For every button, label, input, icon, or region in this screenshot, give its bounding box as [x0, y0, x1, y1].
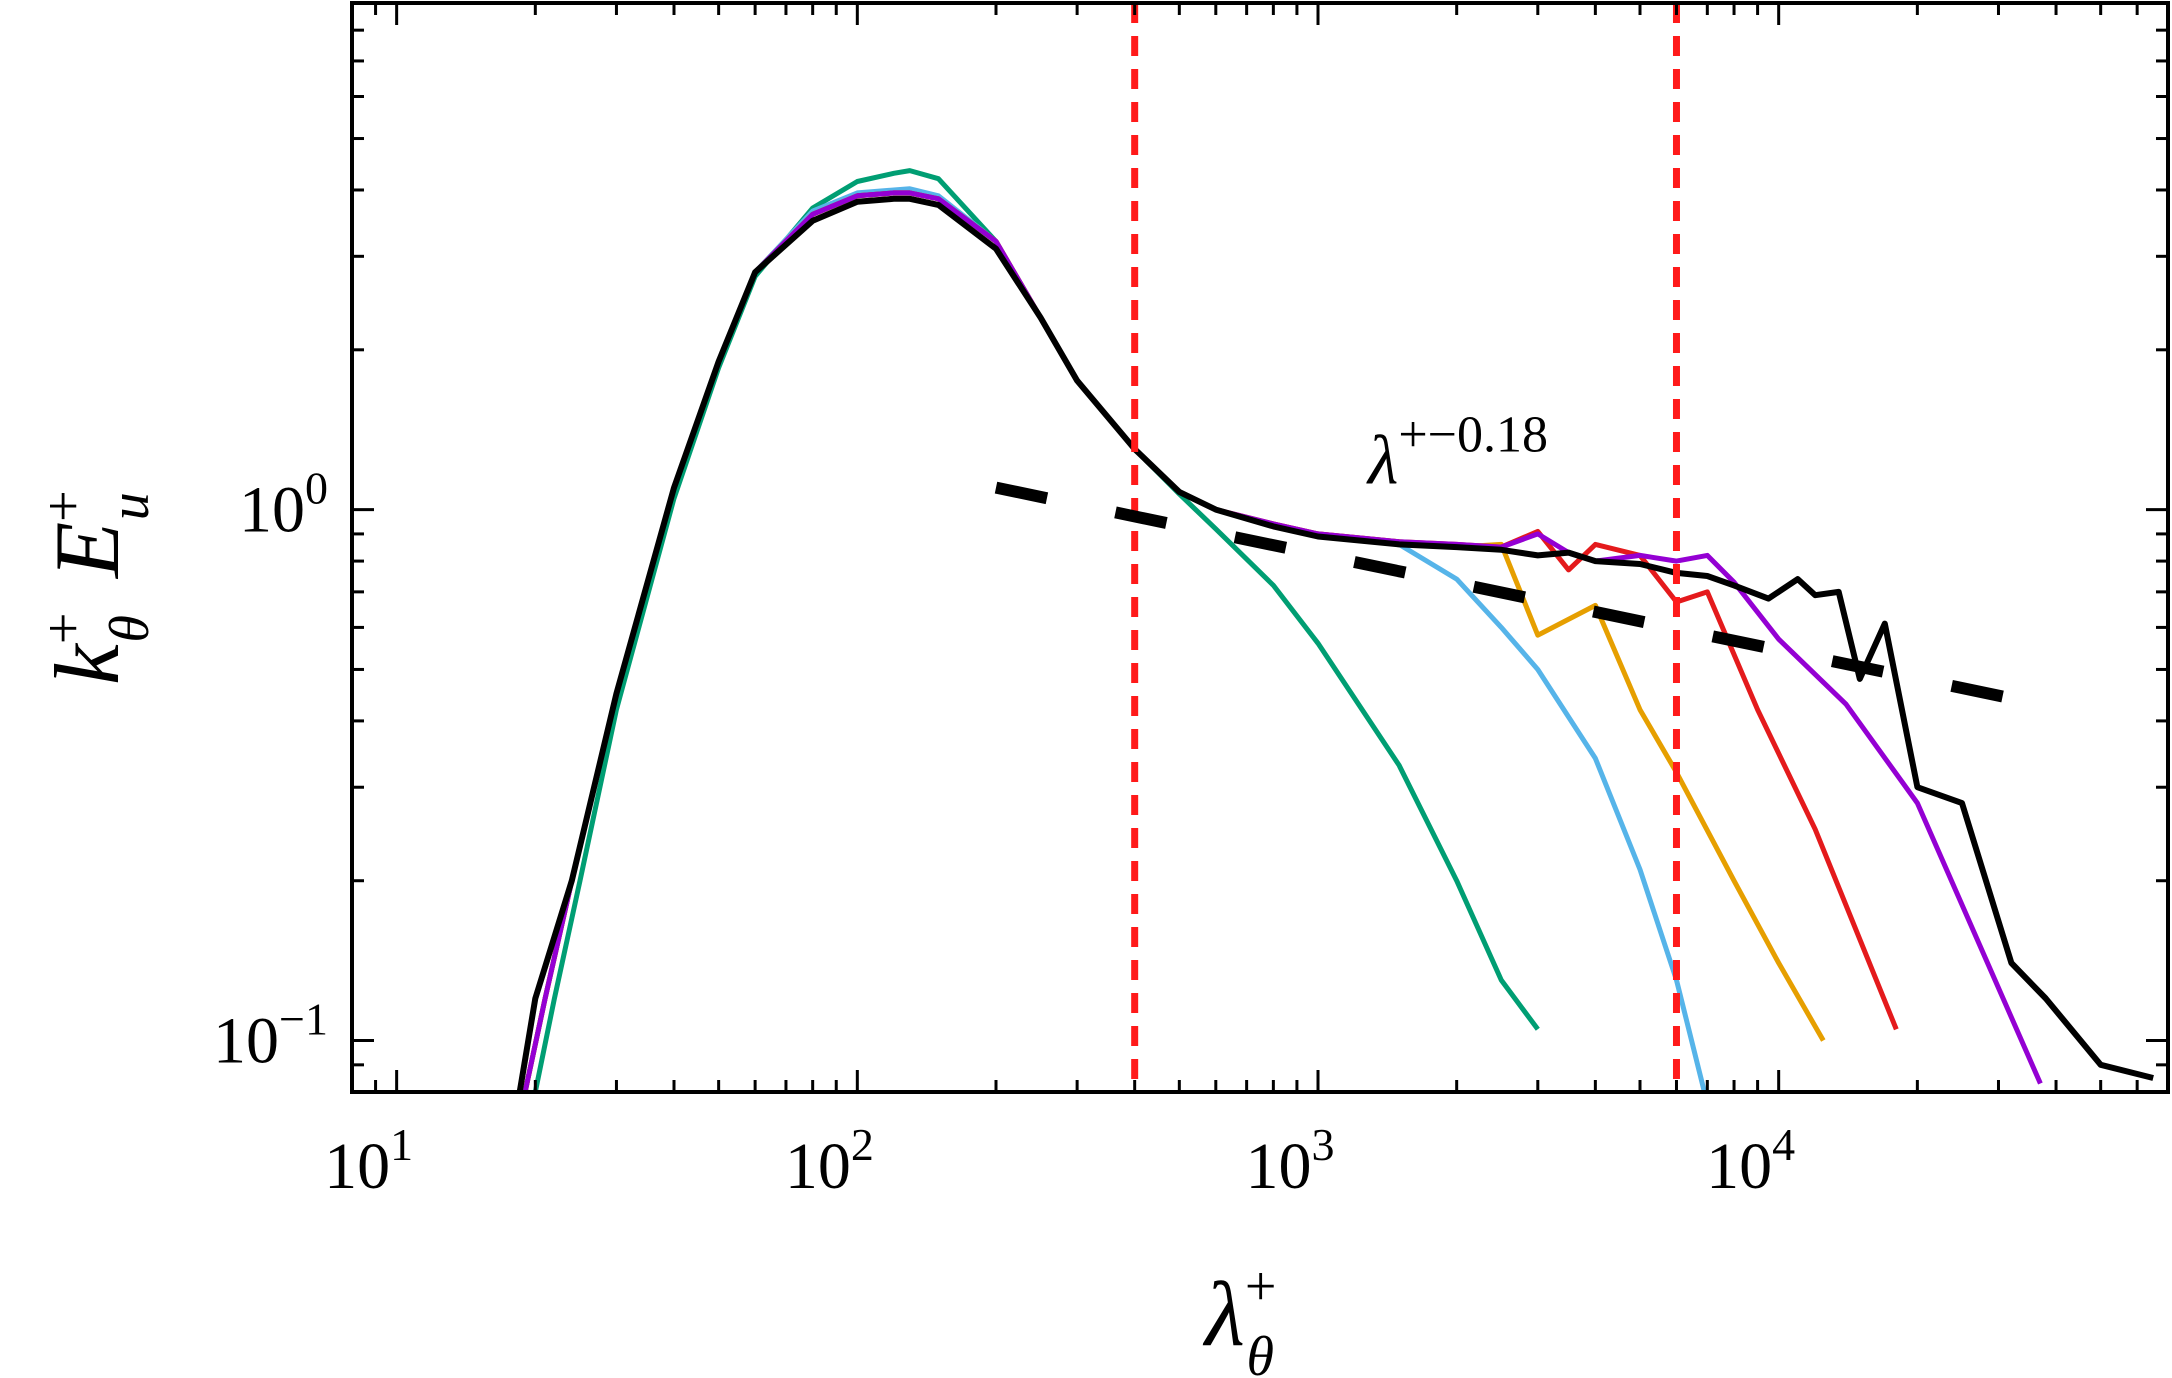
y-axis-title: k+θ E+u	[33, 490, 161, 685]
series-line-6	[516, 195, 2154, 1092]
power-law-label: λ+−0.18	[1366, 406, 1548, 499]
x-tick-label: 102	[785, 1119, 874, 1203]
series-line-1	[532, 168, 1540, 1092]
plot-area: λ+−0.18 101 102 103 104 10−1 100 λ+ θ k+θ E+u	[33, 1, 2170, 1378]
y-tick-label: 10−1	[213, 994, 328, 1078]
series-line-3	[522, 190, 1826, 1092]
x-tick-label: 104	[1706, 1119, 1795, 1203]
y-tick-label: 100	[239, 463, 328, 547]
x-tick-label: 103	[1246, 1119, 1335, 1203]
power-law-line	[994, 481, 2025, 707]
x-axis-title: λ+ θ	[1202, 1256, 1276, 1378]
x-tick-label: 101	[324, 1119, 413, 1203]
series-line-2	[522, 186, 1707, 1092]
plot-frame	[350, 1, 2170, 1094]
data-layer	[516, 3, 2154, 1092]
series-line-5	[522, 190, 2043, 1092]
